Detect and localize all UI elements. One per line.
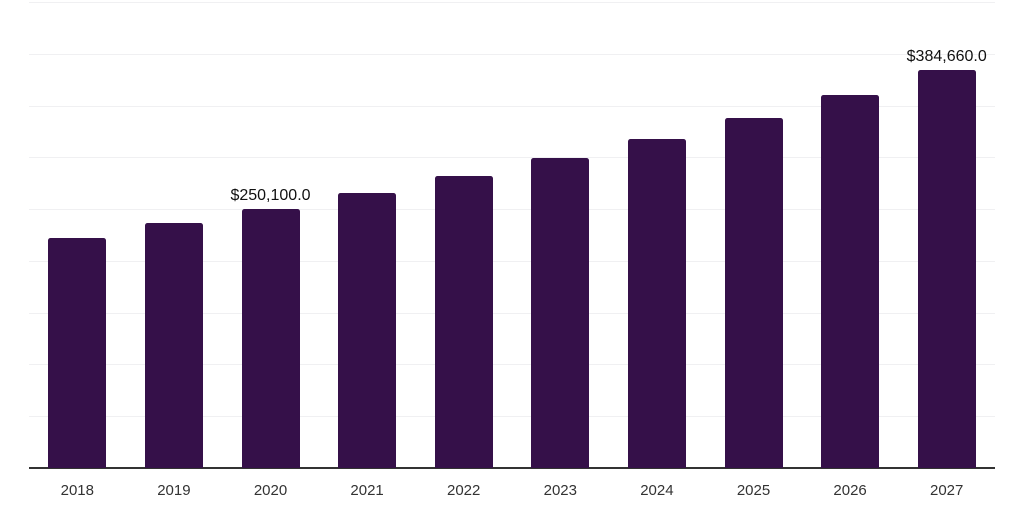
x-tick-label-2023: 2023 <box>543 482 577 499</box>
bar-2020 <box>241 209 300 468</box>
x-tick-label-2020: 2020 <box>253 482 288 499</box>
grid-line-150000 <box>29 312 995 314</box>
bar-2022 <box>434 176 493 468</box>
bar-2025 <box>724 117 783 468</box>
bar-2019 <box>144 222 203 468</box>
grid-line-350000 <box>29 105 995 107</box>
bar-2023 <box>531 158 590 468</box>
x-tick-label-2022: 2022 <box>447 482 481 499</box>
x-tick-label-2026: 2026 <box>833 482 867 499</box>
bar-2018 <box>48 238 107 468</box>
x-tick-label-2027: 2027 <box>930 482 964 499</box>
grid-line-50000 <box>29 416 995 418</box>
grid-line-100000 <box>29 364 995 366</box>
grid-line-450000 <box>29 1 995 3</box>
grid-line-250000 <box>29 209 995 211</box>
bar-2026 <box>821 94 880 468</box>
bar-value-label-2027: $384,660.0 <box>906 47 987 65</box>
grid-line-300000 <box>29 157 995 159</box>
x-tick-label-2021: 2021 <box>350 482 384 499</box>
x-tick-label-2025: 2025 <box>736 482 771 499</box>
bar-2024 <box>627 138 686 468</box>
bar-2021 <box>338 193 397 468</box>
grid-line-400000 <box>29 53 995 55</box>
x-axis-line <box>29 467 995 469</box>
bar-value-label-2020: $250,100.0 <box>230 187 311 204</box>
bar-2027 <box>917 69 976 468</box>
x-tick-label-2019: 2019 <box>157 482 191 499</box>
x-tick-label-2018: 2018 <box>60 482 94 499</box>
grid-line-200000 <box>29 260 995 262</box>
x-tick-label-2024: 2024 <box>640 482 674 499</box>
